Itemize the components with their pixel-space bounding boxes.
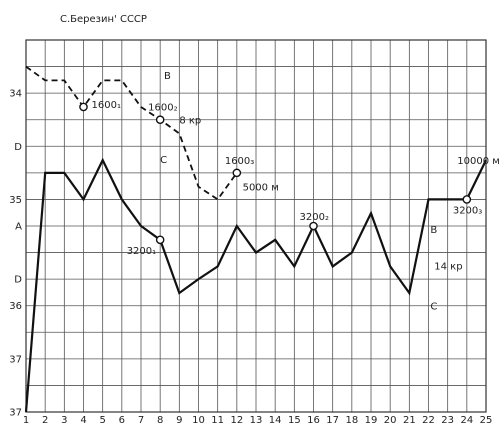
data-point-marker: [155, 235, 165, 245]
x-tick-label: 13: [250, 415, 263, 426]
x-tick-label: 20: [384, 415, 397, 426]
y-tick-label: 36: [9, 301, 22, 312]
x-tick-label: 24: [460, 415, 473, 426]
data-point-label: 3200₃: [453, 205, 482, 216]
grid: [25, 39, 487, 413]
data-point-label: 3200₂: [300, 212, 329, 223]
x-tick-label: 1: [23, 415, 29, 426]
data-point-label: 1600₂: [148, 103, 177, 114]
x-tick-label: 15: [288, 415, 301, 426]
data-point-marker: [309, 221, 318, 231]
annotation-label: C: [160, 155, 167, 166]
y-tick-label: 35: [9, 195, 22, 206]
series-lines: [24, 65, 487, 413]
x-tick-label: 16: [307, 415, 320, 426]
series-line-1: [25, 65, 238, 201]
y-tick-label: A: [15, 222, 22, 233]
x-tick-label: 21: [403, 415, 416, 426]
x-tick-label: 5: [99, 415, 105, 426]
x-tick-label: 11: [211, 415, 224, 426]
x-tick-label: 12: [230, 415, 243, 426]
x-axis-ticks: 1 2 3 4 5 6 7 8 9 10 11 12 13 14 15 16 17 18 19 20 21 22 23 24 2…: [23, 415, 493, 426]
y-tick-label: 37: [9, 354, 22, 365]
x-tick-label: 23: [441, 415, 454, 426]
x-tick-label: 4: [80, 415, 86, 426]
y-tick-label: 34: [9, 89, 22, 100]
x-tick-label: 17: [326, 415, 339, 426]
x-tick-label: 2: [42, 415, 48, 426]
annotation-label: C: [430, 302, 437, 313]
data-point-label: 1600₁: [92, 100, 121, 111]
x-tick-label: 9: [176, 415, 182, 426]
annotations: 1600₁ 1600₂ 1600₃ 3200₁ 3200₂ 3200₃ 8 кр 5000 м…: [79, 71, 500, 313]
x-tick-label: 3: [61, 415, 67, 426]
x-tick-label: 7: [138, 415, 144, 426]
x-tick-label: 6: [119, 415, 125, 426]
x-tick-label: 18: [345, 415, 358, 426]
data-point-marker: [232, 168, 242, 178]
data-point-marker: [155, 115, 165, 125]
x-tick-label: 22: [422, 415, 435, 426]
y-tick-label: 37: [9, 408, 22, 419]
x-tick-label: 19: [365, 415, 378, 426]
annotation-label: B: [430, 225, 437, 236]
series-line-2: [24, 157, 487, 413]
annotation-label: 14 кр: [434, 261, 462, 272]
annotation-label: 5000 м: [243, 183, 279, 194]
x-tick-label: 10: [192, 415, 205, 426]
annotation-label: 10000 м: [457, 156, 500, 167]
annotation-label: 8 кр: [179, 116, 201, 127]
annotation-label: B: [164, 71, 171, 82]
plot-frame: [25, 39, 487, 413]
x-tick-label: 14: [269, 415, 282, 426]
chart-title: С.Березин' СССР: [60, 14, 147, 25]
y-axis-ticks: 34 D 35 A D 36 37 37: [9, 89, 22, 419]
y-tick-label: D: [14, 275, 22, 286]
x-tick-label: 8: [157, 415, 163, 426]
x-tick-label: 25: [480, 415, 493, 426]
data-point-marker: [79, 102, 88, 112]
data-point-label: 1600₃: [225, 156, 254, 167]
data-point-label: 3200₁: [127, 246, 156, 257]
y-tick-label: D: [14, 142, 22, 153]
data-point-marker: [462, 195, 472, 204]
